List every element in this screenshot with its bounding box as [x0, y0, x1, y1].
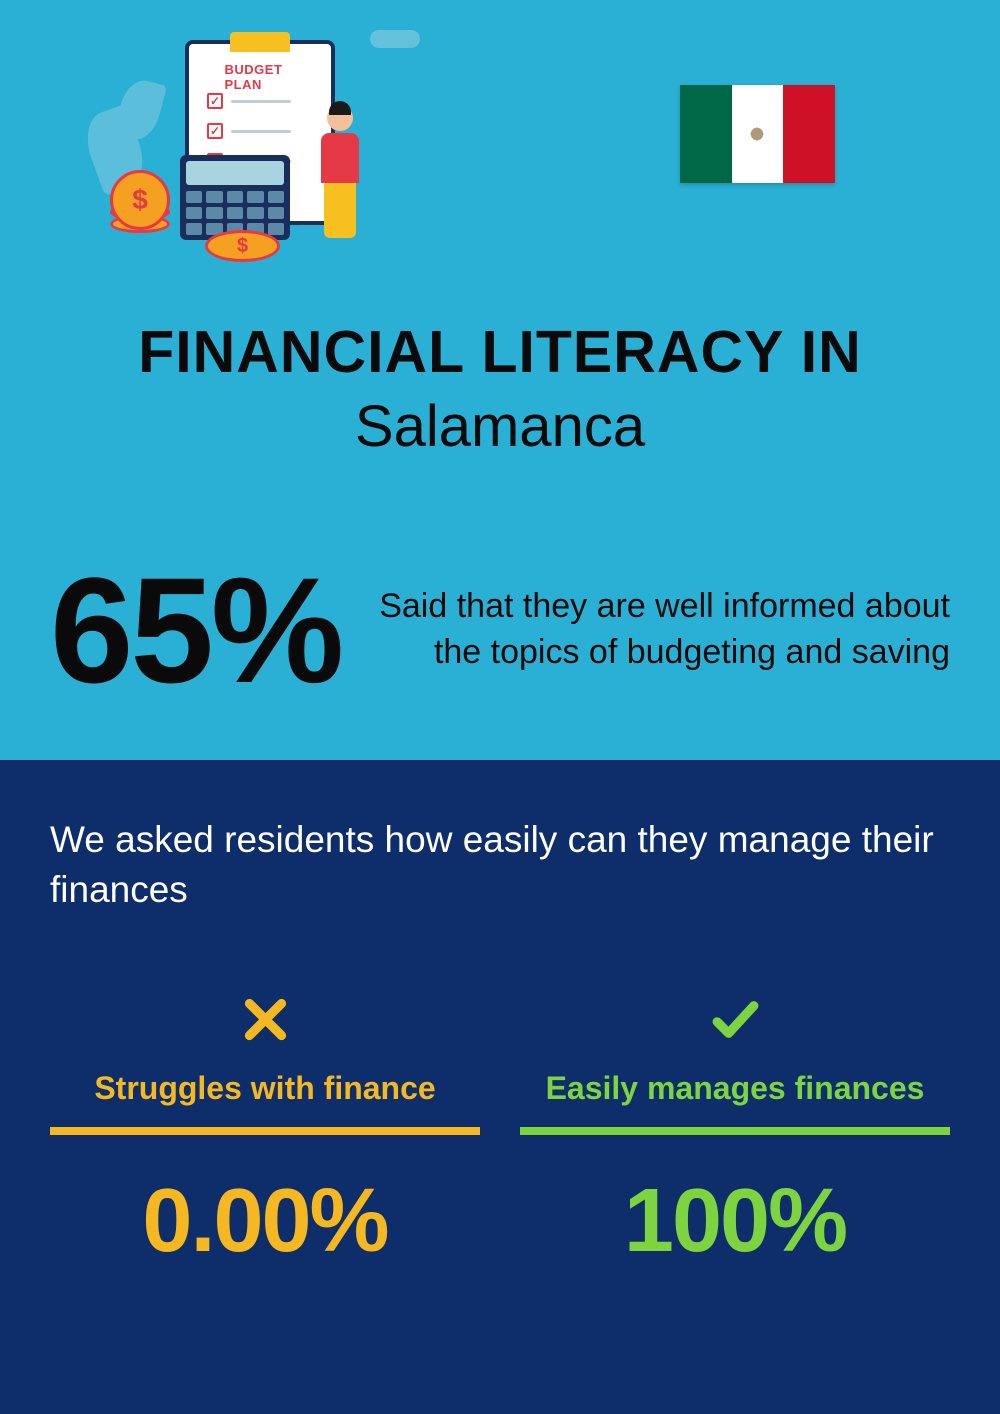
clipboard-label: BUDGET PLAN	[225, 62, 296, 92]
main-stat-percent: 65%	[50, 555, 341, 705]
location-name: Salamanca	[0, 393, 1000, 460]
decorative-cloud	[370, 30, 420, 48]
struggles-column: Struggles with finance 0.00%	[50, 985, 480, 1273]
manages-percent: 100%	[520, 1170, 950, 1273]
divider-orange	[50, 1127, 480, 1135]
mexico-flag-icon	[680, 85, 835, 183]
budget-illustration: BUDGET PLAN ✓ ✓ ✓	[90, 20, 420, 270]
struggles-percent: 0.00%	[50, 1170, 480, 1273]
coins-stack-icon: $	[110, 175, 180, 245]
x-icon	[238, 992, 293, 1047]
person-icon	[310, 105, 370, 245]
manages-label: Easily manages finances	[520, 1070, 950, 1107]
bottom-section: We asked residents how easily can they m…	[0, 760, 1000, 1414]
comparison-chart: Struggles with finance 0.00% Easily mana…	[50, 985, 950, 1273]
coin-icon: $	[205, 230, 280, 262]
title-section: FINANCIAL LITERACY IN Salamanca	[0, 320, 1000, 460]
calculator-icon	[180, 155, 290, 240]
top-section: BUDGET PLAN ✓ ✓ ✓	[0, 0, 1000, 760]
divider-green	[520, 1127, 950, 1135]
survey-question: We asked residents how easily can they m…	[50, 815, 950, 915]
main-stat-description: Said that they are well informed about t…	[371, 584, 950, 676]
struggles-label: Struggles with finance	[50, 1070, 480, 1107]
manages-column: Easily manages finances 100%	[520, 985, 950, 1273]
check-icon	[703, 992, 768, 1047]
main-stat: 65% Said that they are well informed abo…	[50, 555, 950, 705]
page-title: FINANCIAL LITERACY IN	[0, 320, 1000, 385]
